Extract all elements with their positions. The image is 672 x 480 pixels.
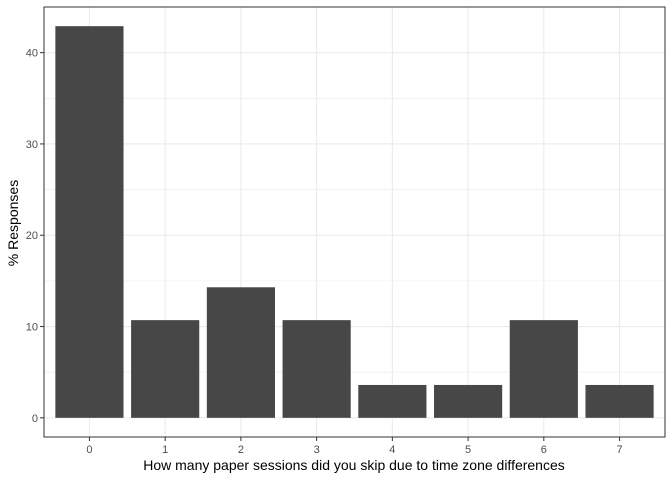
x-tick-label: 4 — [389, 444, 395, 456]
bar-3 — [282, 320, 351, 418]
y-tick-label: 20 — [26, 230, 38, 242]
bar-2 — [206, 287, 275, 418]
bar-5 — [434, 384, 503, 418]
bars — [55, 26, 654, 418]
x-axis: 0 1 2 3 4 5 6 7 — [86, 437, 623, 456]
x-tick-label: 7 — [616, 444, 622, 456]
y-tick-label: 40 — [26, 48, 38, 60]
bar-6 — [509, 320, 578, 418]
bar-0 — [55, 26, 124, 418]
y-axis: 0 10 20 30 40 — [26, 48, 44, 425]
y-tick-label: 0 — [32, 413, 38, 425]
y-axis-title: % Responses — [5, 180, 21, 266]
x-tick-label: 6 — [541, 444, 547, 456]
x-tick-label: 0 — [86, 444, 92, 456]
x-axis-title: How many paper sessions did you skip due… — [143, 457, 565, 473]
x-tick-label: 1 — [162, 444, 168, 456]
y-tick-label: 30 — [26, 139, 38, 151]
x-tick-label: 3 — [314, 444, 320, 456]
bar-7 — [585, 384, 654, 418]
x-tick-label: 2 — [238, 444, 244, 456]
panel-border — [43, 6, 666, 438]
y-tick-label: 10 — [26, 322, 38, 334]
x-tick-label: 5 — [465, 444, 471, 456]
bar-4 — [358, 384, 427, 418]
bar-1 — [131, 320, 200, 418]
